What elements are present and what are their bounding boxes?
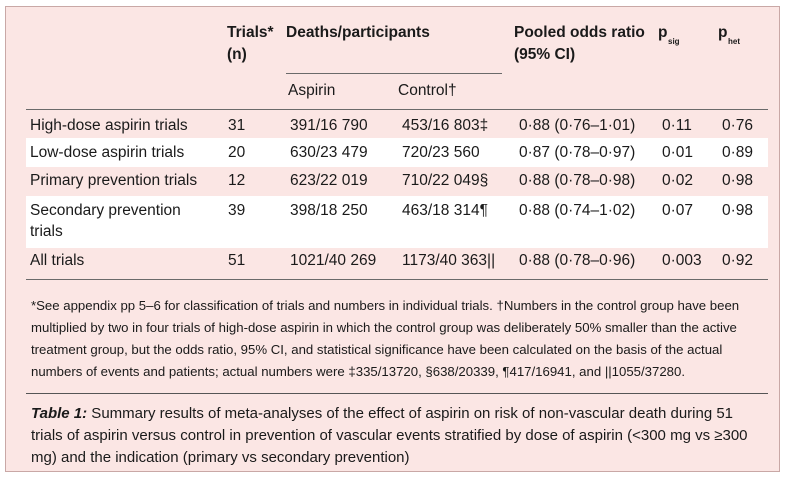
- footnote: *See appendix pp 5–6 for classification …: [31, 298, 740, 379]
- cell-aspirin: 1021/40 269: [290, 252, 377, 269]
- row-band: [26, 138, 768, 167]
- cell-psig: 0·003: [662, 252, 702, 269]
- col-header-phet-sub: het: [728, 37, 740, 46]
- col-header-control: Control†: [398, 82, 457, 99]
- cell-psig: 0·07: [662, 202, 694, 219]
- row-label: Primary prevention trials: [30, 172, 198, 189]
- deaths-subrule: [286, 73, 502, 74]
- cell-trials: 20: [228, 144, 246, 161]
- row-label: All trials: [30, 252, 85, 269]
- cell-phet: 0·98: [722, 202, 754, 219]
- caption-label: Table 1:: [31, 405, 88, 422]
- cell-trials: 31: [228, 117, 246, 134]
- cell-control: 710/22 049§: [402, 172, 489, 189]
- header-rule: [26, 109, 768, 110]
- cell-psig: 0·01: [662, 144, 694, 161]
- col-header-psig-sub: sig: [668, 37, 680, 46]
- cell-odds-ratio: 0·88 (0·78–0·96): [519, 252, 636, 269]
- col-header-pooled: Pooled odds ratio: [514, 24, 645, 41]
- body-rule: [26, 279, 768, 280]
- cell-control: 720/23 560: [402, 144, 480, 161]
- cell-control: 463/18 314¶: [402, 202, 488, 219]
- row-label: Low-dose aspirin trials: [30, 144, 185, 161]
- caption-text: Summary results of meta-analyses of the …: [31, 405, 748, 466]
- cell-aspirin: 630/23 479: [290, 144, 368, 161]
- col-header-aspirin: Aspirin: [288, 82, 336, 99]
- row-band: [26, 196, 768, 248]
- cell-trials: 12: [228, 172, 246, 189]
- caption-rule: [26, 393, 768, 394]
- cell-aspirin: 623/22 019: [290, 172, 368, 189]
- cell-odds-ratio: 0·88 (0·74–1·02): [519, 202, 636, 219]
- table-frame: Trials* (n) Deaths/participants Pooled o…: [5, 6, 780, 472]
- cell-phet: 0·98: [722, 172, 754, 189]
- col-header-psig: p: [658, 24, 668, 41]
- col-header-pooled-ci: (95% CI): [514, 46, 576, 63]
- col-header-phet: p: [718, 24, 728, 41]
- cell-control: 453/16 803‡: [402, 117, 489, 134]
- cell-psig: 0·11: [662, 117, 692, 134]
- table-caption: Table 1: Summary results of meta-analyse…: [31, 403, 766, 469]
- cell-odds-ratio: 0·87 (0·78–0·97): [519, 144, 636, 161]
- row-label: High-dose aspirin trials: [30, 117, 188, 134]
- col-header-trials: Trials*: [227, 24, 274, 41]
- cell-aspirin: 391/16 790: [290, 117, 368, 134]
- cell-odds-ratio: 0·88 (0·76–1·01): [519, 117, 636, 134]
- cell-odds-ratio: 0·88 (0·78–0·98): [519, 172, 636, 189]
- cell-trials: 39: [228, 202, 246, 219]
- cell-aspirin: 398/18 250: [290, 202, 368, 219]
- cell-phet: 0·76: [722, 117, 754, 134]
- cell-control: 1173/40 363||: [402, 252, 496, 269]
- cell-psig: 0·02: [662, 172, 694, 189]
- cell-phet: 0·89: [722, 144, 754, 161]
- row-label: Secondary prevention trials: [30, 202, 181, 240]
- cell-phet: 0·92: [722, 252, 754, 269]
- cell-trials: 51: [228, 252, 246, 269]
- col-header-trials-unit: (n): [227, 46, 247, 63]
- col-header-deaths: Deaths/participants: [286, 24, 430, 41]
